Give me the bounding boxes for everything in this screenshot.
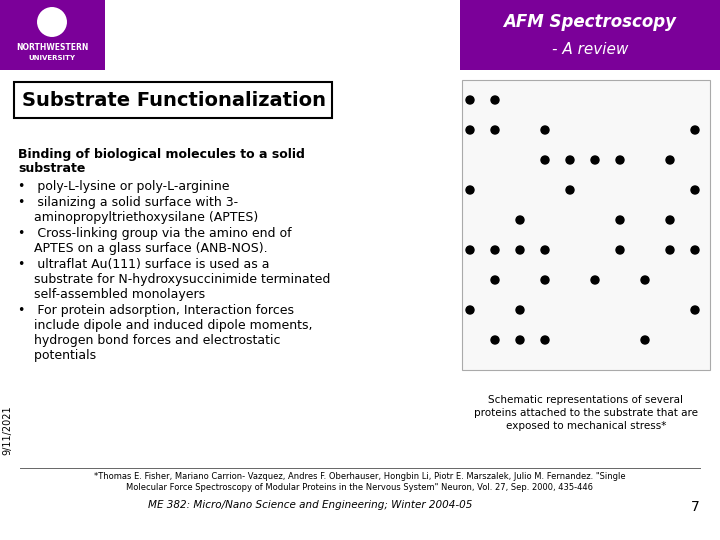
Circle shape [666, 216, 674, 224]
Text: hydrogen bond forces and electrostatic: hydrogen bond forces and electrostatic [18, 334, 281, 347]
Text: AFM Spectroscopy: AFM Spectroscopy [503, 13, 677, 31]
Circle shape [491, 156, 499, 164]
Text: 9/11/2021: 9/11/2021 [2, 405, 12, 455]
Circle shape [491, 246, 499, 254]
Circle shape [516, 306, 524, 314]
Text: •   ultraflat Au(111) surface is used as a: • ultraflat Au(111) surface is used as a [18, 258, 269, 271]
Text: Substrate Functionalization: Substrate Functionalization [22, 91, 326, 110]
Text: substrate for N-hydroxysuccinimide terminated: substrate for N-hydroxysuccinimide termi… [18, 273, 330, 286]
Circle shape [36, 6, 68, 38]
Text: 7: 7 [690, 500, 699, 514]
Circle shape [491, 186, 499, 194]
Text: potentials: potentials [18, 349, 96, 362]
Circle shape [516, 246, 524, 254]
Text: include dipole and induced dipole moments,: include dipole and induced dipole moment… [18, 319, 312, 332]
Circle shape [466, 306, 474, 314]
Circle shape [666, 276, 674, 284]
Text: •   Cross-linking group via the amino end of: • Cross-linking group via the amino end … [18, 227, 292, 240]
Text: •   For protein adsorption, Interaction forces: • For protein adsorption, Interaction fo… [18, 304, 294, 317]
Circle shape [566, 246, 574, 254]
Text: *Thomas E. Fisher, Mariano Carrion- Vazquez, Andres F. Oberhauser, Hongbin Li, P: *Thomas E. Fisher, Mariano Carrion- Vazq… [94, 472, 626, 492]
Circle shape [616, 126, 624, 134]
Text: UNIVERSITY: UNIVERSITY [29, 55, 76, 61]
Circle shape [491, 96, 499, 104]
Text: Binding of biological molecules to a solid: Binding of biological molecules to a sol… [18, 148, 305, 161]
Circle shape [616, 246, 624, 254]
Circle shape [641, 246, 649, 254]
Text: ME 382: Micro/Nano Science and Engineering; Winter 2004-05: ME 382: Micro/Nano Science and Engineeri… [148, 500, 472, 510]
Circle shape [491, 306, 499, 314]
Text: aminopropyltriethoxysilane (APTES): aminopropyltriethoxysilane (APTES) [18, 211, 258, 224]
Circle shape [591, 306, 599, 314]
Text: self-assembled monolayers: self-assembled monolayers [18, 288, 205, 301]
Circle shape [541, 186, 549, 194]
Circle shape [566, 276, 574, 284]
Circle shape [541, 156, 549, 164]
Circle shape [516, 276, 524, 284]
Circle shape [616, 186, 624, 194]
Circle shape [466, 126, 474, 134]
Text: •   poly-L-lysine or poly-L-arginine: • poly-L-lysine or poly-L-arginine [18, 180, 230, 193]
Text: Schematic representations of several
proteins attached to the substrate that are: Schematic representations of several pro… [474, 395, 698, 431]
Bar [460, 0, 720, 70]
Text: NORTHWESTERN: NORTHWESTERN [16, 43, 88, 51]
Circle shape [516, 156, 524, 164]
Text: APTES on a glass surface (ANB-NOS).: APTES on a glass surface (ANB-NOS). [18, 242, 268, 255]
Bar [14, 82, 332, 118]
Circle shape [666, 96, 674, 104]
Circle shape [641, 186, 649, 194]
Circle shape [541, 276, 549, 284]
Circle shape [591, 276, 599, 284]
Circle shape [491, 126, 499, 134]
Text: substrate: substrate [18, 162, 86, 175]
Circle shape [641, 306, 649, 314]
Bar [0, 0, 105, 70]
Circle shape [666, 186, 674, 194]
Bar [462, 80, 710, 370]
Circle shape [691, 306, 699, 314]
Circle shape [616, 156, 624, 164]
Text: - A review: - A review [552, 43, 628, 57]
Circle shape [691, 96, 699, 104]
Text: •   silanizing a solid surface with 3-: • silanizing a solid surface with 3- [18, 196, 238, 209]
